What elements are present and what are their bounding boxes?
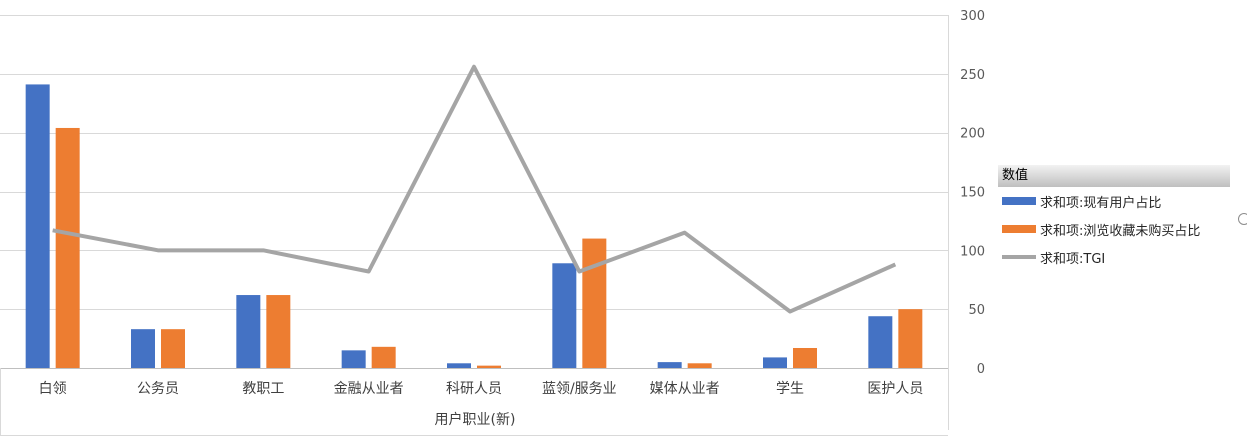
x-category-label: 学生 (776, 381, 804, 397)
x-category-label: 公务员 (137, 381, 179, 397)
legend: 数值 求和项:现有用户占比 求和项:浏览收藏未购买占比 求和项:TGI (998, 165, 1230, 271)
legend-item-current-users: 求和项:现有用户占比 (998, 187, 1230, 215)
x-category-label: 科研人员 (446, 381, 502, 397)
x-axis-title: 用户职业(新) (435, 411, 516, 428)
bar-current-users (868, 316, 893, 368)
bars (25, 84, 923, 369)
bar-browse-not-buy (55, 127, 80, 369)
x-category-label: 金融从业者 (334, 381, 404, 397)
bar-current-users (552, 263, 577, 368)
legend-item-tgi: 求和项:TGI (998, 243, 1230, 271)
y-tick-label: 0 (977, 362, 985, 377)
bar-browse-not-buy (793, 347, 817, 368)
legend-label: 求和项:浏览收藏未购买占比 (1040, 223, 1201, 239)
legend-title[interactable]: 数值 (998, 165, 1230, 187)
bar-browse-not-buy (582, 238, 607, 368)
legend-label: 求和项:TGI (1040, 251, 1106, 267)
bar-browse-not-buy (266, 295, 291, 368)
bar-browse-not-buy (687, 363, 712, 368)
bar-browse-not-buy (477, 365, 501, 368)
x-category-label: 白领 (39, 381, 67, 397)
gridlines (0, 15, 949, 436)
legend-swatch-orange (1002, 225, 1036, 233)
bar-current-users (763, 357, 787, 368)
y-tick-label: 50 (968, 303, 985, 318)
bar-current-users (131, 329, 155, 368)
bar-browse-not-buy (371, 346, 396, 368)
bar-current-users (341, 350, 366, 368)
legend-swatch-gray-line (1002, 255, 1036, 259)
legend-label: 求和项:现有用户占比 (1040, 195, 1162, 211)
legend-item-browse-not-buy: 求和项:浏览收藏未购买占比 (998, 215, 1230, 243)
bar-current-users (25, 84, 50, 368)
bar-browse-not-buy (161, 329, 185, 368)
tgi-series-line (52, 64, 897, 314)
x-axis-categories: 白领 公务员 教职工 金融从业者 科研人员 蓝领/服务业 媒体从业者 学生 医护人员 (39, 381, 924, 397)
x-category-label: 媒体从业者 (650, 381, 720, 397)
x-category-label: 蓝领/服务业 (542, 381, 617, 397)
y-tick-label: 100 (960, 244, 985, 259)
x-category-label: 医护人员 (867, 381, 923, 397)
tgi-line (52, 64, 897, 314)
y-tick-label: 250 (960, 68, 985, 83)
y-tick-label: 300 (960, 9, 985, 24)
y-tick-label: 150 (960, 186, 985, 201)
y-tick-label: 200 (960, 127, 985, 142)
resize-handle[interactable] (1238, 213, 1247, 225)
bar-current-users (236, 295, 261, 368)
bar-current-users (657, 362, 682, 368)
bar-browse-not-buy (898, 309, 923, 368)
legend-swatch-blue (1002, 197, 1036, 205)
bar-current-users (447, 363, 471, 368)
y-axis-ticks: 0 50 100 150 200 250 300 (960, 9, 985, 377)
x-category-label: 教职工 (242, 381, 284, 397)
